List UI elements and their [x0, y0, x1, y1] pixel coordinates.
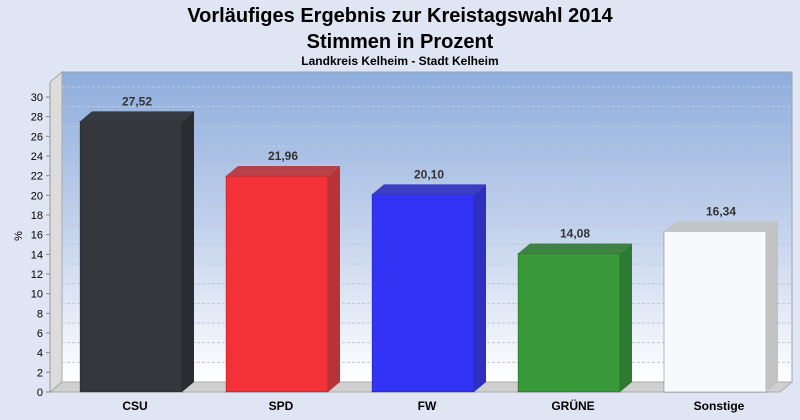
category-label: SPD	[269, 399, 294, 413]
value-label: 27,52	[122, 94, 152, 108]
chart-title: Vorläufiges Ergebnis zur Kreistagswahl 2…	[187, 5, 613, 27]
y-tick-label: 26	[31, 131, 43, 143]
category-label: Sonstige	[694, 399, 745, 413]
y-tick-label: 6	[37, 328, 43, 340]
bar-top	[664, 221, 778, 232]
bar-side	[766, 221, 778, 392]
category-label: GRÜNE	[551, 398, 594, 413]
y-tick-label: 28	[31, 112, 43, 124]
y-tick-label: 8	[37, 308, 43, 320]
y-tick-label: 12	[31, 269, 43, 281]
chart-subtitle: Stimmen in Prozent	[307, 31, 494, 53]
value-label: 16,34	[706, 204, 736, 218]
bar-csu	[79, 120, 183, 393]
bar-side	[474, 184, 486, 392]
y-axis-label: %	[13, 231, 25, 241]
bar-fw	[371, 193, 475, 393]
bar-side	[182, 111, 194, 393]
bar-side	[620, 243, 632, 392]
category-label: FW	[418, 399, 437, 413]
value-label: 21,96	[268, 149, 298, 163]
chart-region: Landkreis Kelheim - Stadt Kelheim	[301, 54, 498, 68]
y-tick-label: 0	[37, 387, 43, 399]
value-label: 20,10	[414, 167, 444, 181]
y-tick-label: 16	[31, 230, 43, 242]
bar-sonstige	[663, 230, 767, 393]
y-tick-label: 4	[37, 348, 43, 360]
bar-spd	[225, 175, 329, 393]
y-tick-label: 10	[31, 289, 43, 301]
y-tick-label: 20	[31, 190, 43, 202]
plot-left-wall	[49, 70, 63, 394]
y-tick-label: 22	[31, 171, 43, 183]
value-label: 14,08	[560, 227, 590, 241]
bar-top	[518, 243, 632, 254]
bar-grüne	[517, 253, 621, 393]
y-tick-label: 14	[31, 249, 43, 261]
y-tick-label: 18	[31, 210, 43, 222]
bar-side	[328, 166, 340, 392]
category-label: CSU	[122, 399, 147, 413]
y-tick-label: 30	[31, 92, 43, 104]
bar-top	[80, 111, 194, 122]
bar-top	[226, 166, 340, 177]
y-tick-label: 24	[31, 151, 43, 163]
bar-top	[372, 184, 486, 195]
y-tick-label: 2	[37, 367, 43, 379]
